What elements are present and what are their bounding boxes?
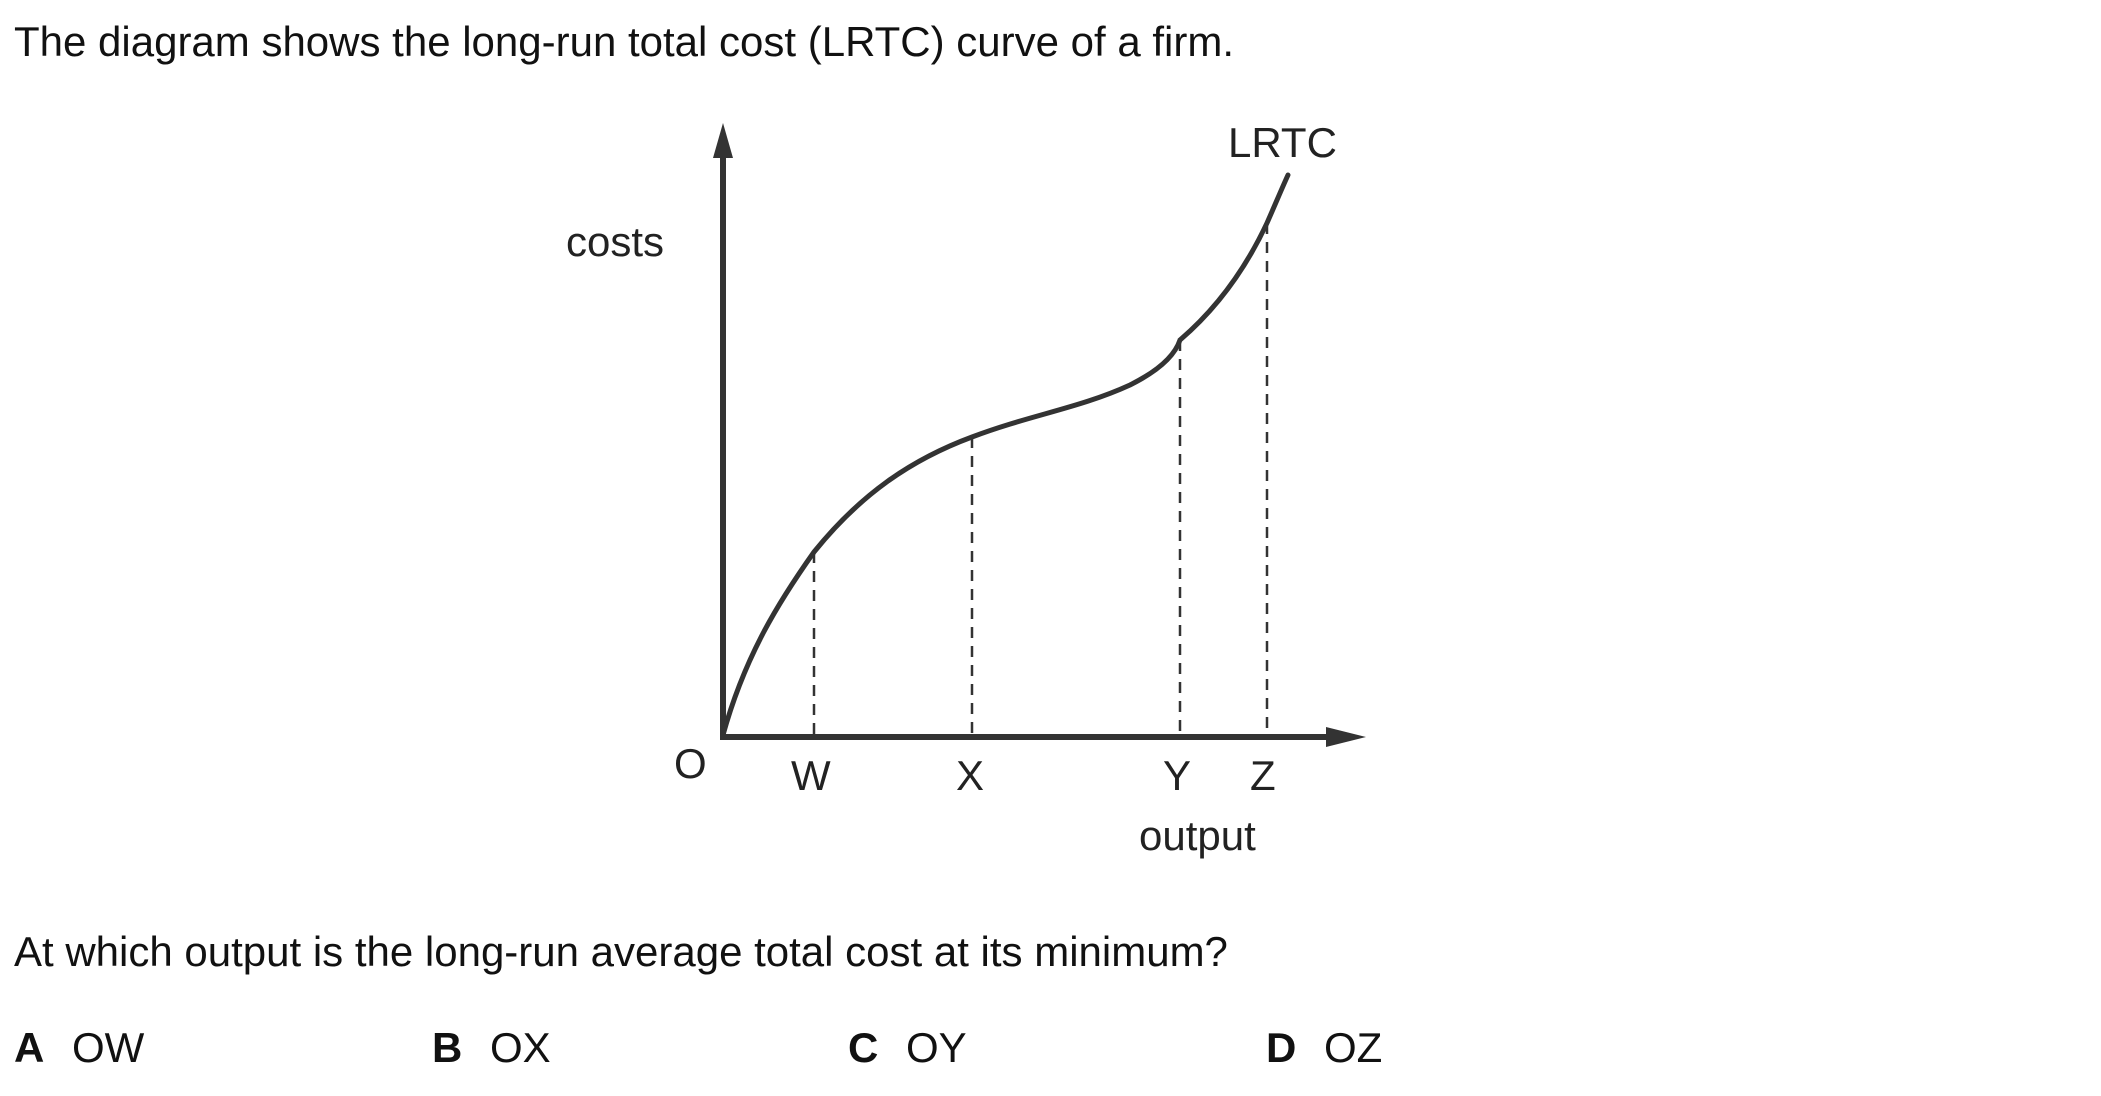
option-text: OX bbox=[490, 1024, 551, 1071]
x-marker-x: X bbox=[956, 752, 984, 799]
origin-label: O bbox=[674, 740, 707, 787]
option-text: OW bbox=[72, 1024, 145, 1071]
x-marker-w: W bbox=[791, 752, 831, 799]
option-b[interactable]: B OX bbox=[432, 1018, 551, 1078]
option-c[interactable]: C OY bbox=[848, 1018, 967, 1078]
option-text: OZ bbox=[1324, 1024, 1383, 1071]
lrtc-curve bbox=[720, 172, 1291, 738]
question-text: At which output is the long-run average … bbox=[14, 928, 1228, 975]
option-letter: A bbox=[14, 1024, 45, 1071]
x-marker-z: Z bbox=[1250, 752, 1276, 799]
option-text: OY bbox=[906, 1024, 967, 1071]
option-letter: D bbox=[1266, 1024, 1297, 1071]
option-d[interactable]: D OZ bbox=[1266, 1018, 1382, 1078]
option-letter: C bbox=[848, 1024, 879, 1071]
option-a[interactable]: A OW bbox=[14, 1018, 144, 1078]
y-axis-label: costs bbox=[566, 218, 664, 265]
curve-label: LRTC bbox=[1228, 119, 1337, 166]
intro-text: The diagram shows the long-run total cos… bbox=[14, 18, 1235, 65]
option-letter: B bbox=[432, 1024, 463, 1071]
x-marker-y: Y bbox=[1163, 752, 1191, 799]
x-axis-arrow-icon bbox=[1326, 727, 1366, 747]
y-axis-arrow-icon bbox=[713, 123, 733, 158]
answer-options: A OW B OX C OY D OZ bbox=[0, 1018, 2101, 1078]
x-axis-label: output bbox=[1139, 812, 1256, 859]
